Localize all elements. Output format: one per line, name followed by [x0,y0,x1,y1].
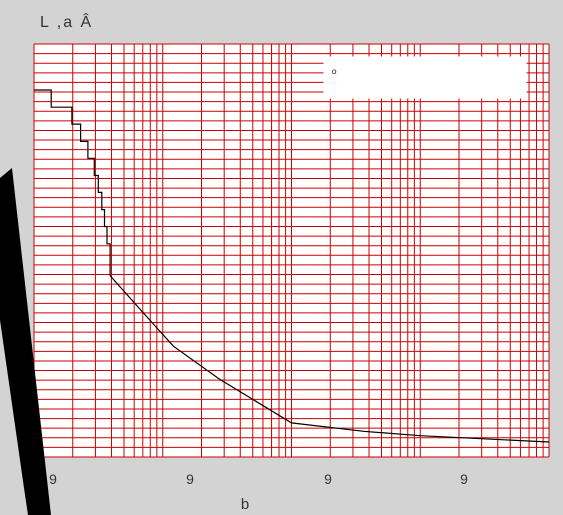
black-wedge-overlay [0,168,51,515]
x-tick-labels: 9 9 9 9 [49,471,468,487]
x-tick-label: 9 [186,471,194,487]
legend-text: º [332,67,337,81]
x-tick-label: 9 [460,471,468,487]
vertical-grid [33,44,550,457]
y-axis-label: L ,a Â [40,12,93,31]
x-axis-label: b [241,496,249,513]
data-series-line [34,89,550,443]
x-tick-label: 9 [324,471,332,487]
x-tick-label: 9 [49,471,57,487]
legend-box [323,56,527,99]
